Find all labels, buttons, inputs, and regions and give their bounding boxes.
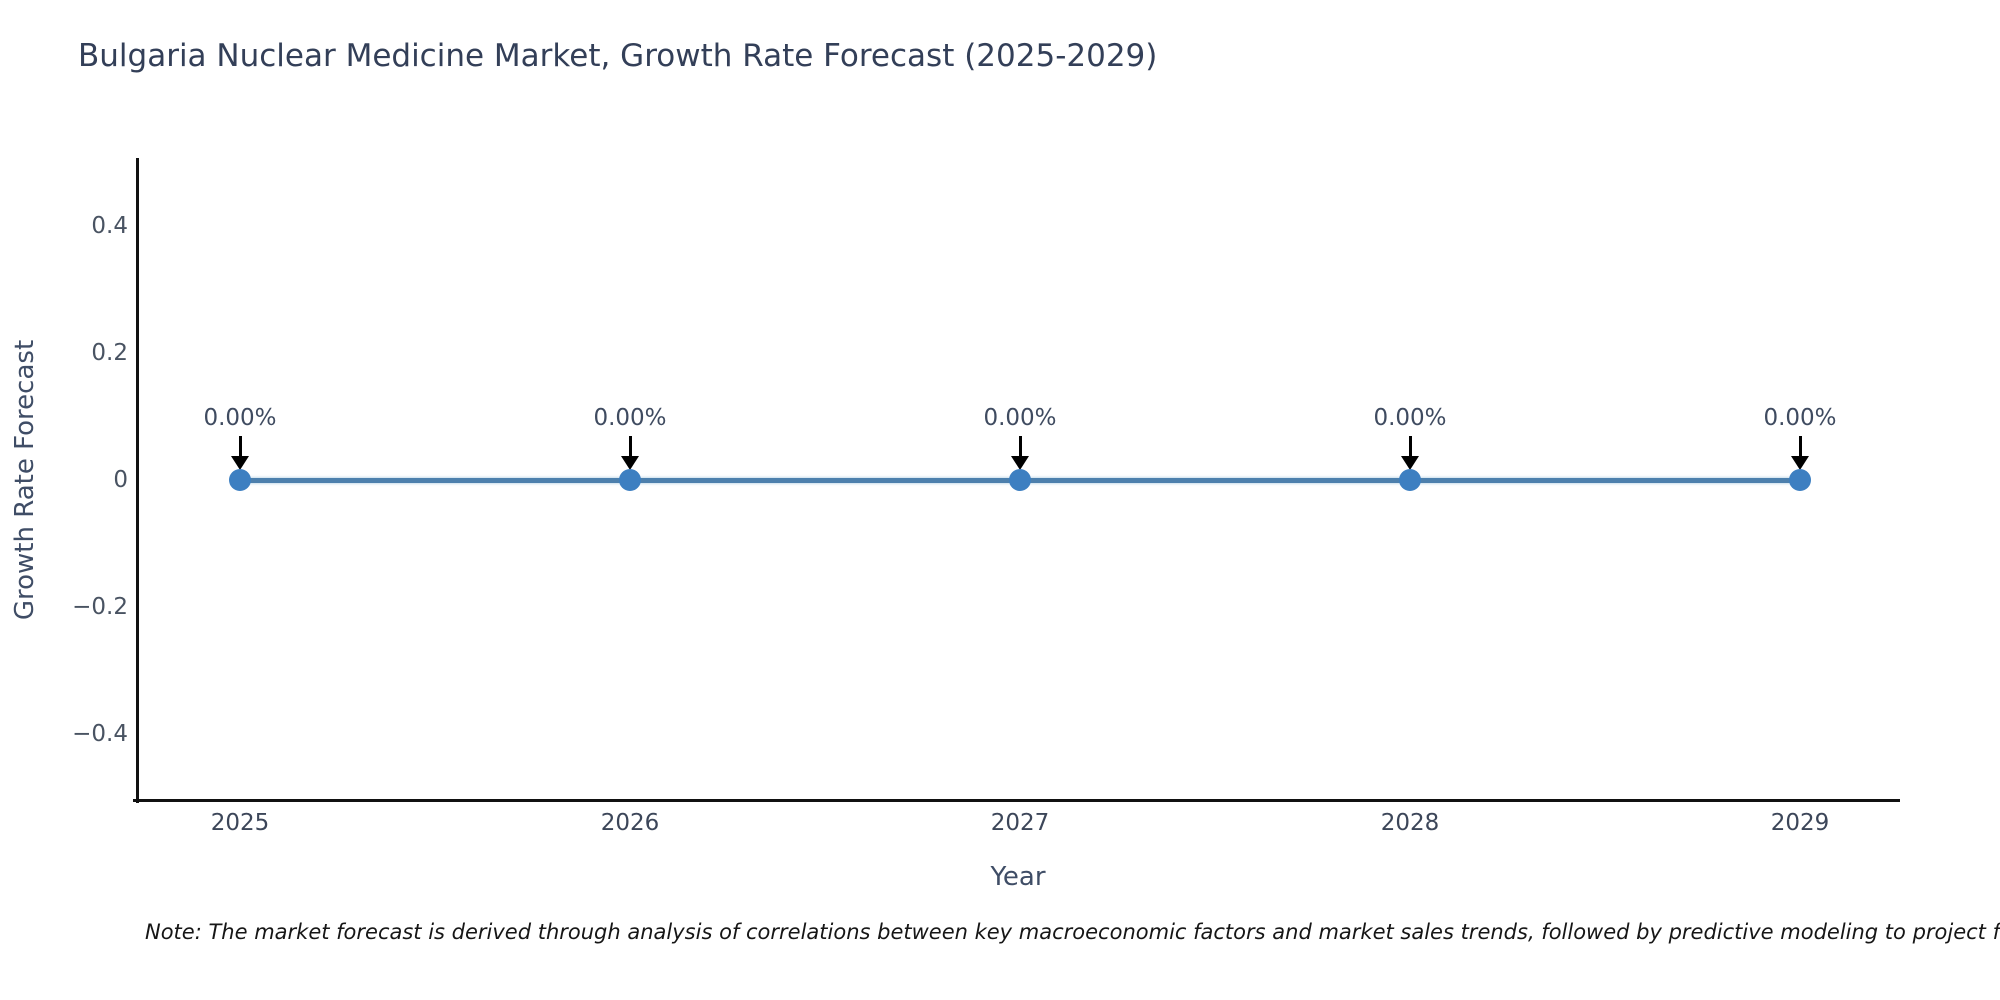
- x-axis-label: Year: [990, 862, 1046, 892]
- x-tick-label: 2026: [600, 810, 660, 836]
- footnote: Note: The market forecast is derived thr…: [145, 920, 2000, 944]
- data-point-marker: [1399, 469, 1421, 491]
- annotation-arrow-stem: [1408, 436, 1412, 458]
- annotation-arrow-stem: [628, 436, 632, 458]
- y-tick-label: 0.4: [91, 213, 128, 239]
- annotation-arrow-stem: [238, 436, 242, 458]
- annotation-arrow-head: [1401, 456, 1419, 470]
- annotation-arrow-head: [621, 456, 639, 470]
- x-tick-label: 2025: [210, 810, 270, 836]
- annotation-arrow-head: [1791, 456, 1809, 470]
- y-tick-label: 0.2: [91, 340, 128, 366]
- data-point-marker: [619, 469, 641, 491]
- data-point-marker: [1009, 469, 1031, 491]
- y-axis-spine: [136, 158, 139, 803]
- chart-title: Bulgaria Nuclear Medicine Market, Growth…: [78, 38, 1158, 74]
- annotation-arrow-stem: [1018, 436, 1022, 458]
- x-tick-label: 2027: [990, 810, 1050, 836]
- annotation-arrow-head: [231, 456, 249, 470]
- data-point-marker: [229, 469, 251, 491]
- y-tick-label: −0.2: [72, 594, 128, 620]
- point-annotation: 0.00%: [593, 405, 667, 431]
- x-axis-spine: [133, 799, 1900, 802]
- x-tick-label: 2028: [1380, 810, 1440, 836]
- y-tick-label: 0: [113, 467, 128, 493]
- annotation-arrow-stem: [1798, 436, 1802, 458]
- point-annotation: 0.00%: [983, 405, 1057, 431]
- annotation-arrow-head: [1011, 456, 1029, 470]
- x-tick-label: 2029: [1770, 810, 1830, 836]
- y-tick-label: −0.4: [72, 721, 128, 747]
- point-annotation: 0.00%: [203, 405, 277, 431]
- point-annotation: 0.00%: [1763, 405, 1837, 431]
- data-point-marker: [1789, 469, 1811, 491]
- point-annotation: 0.00%: [1373, 405, 1447, 431]
